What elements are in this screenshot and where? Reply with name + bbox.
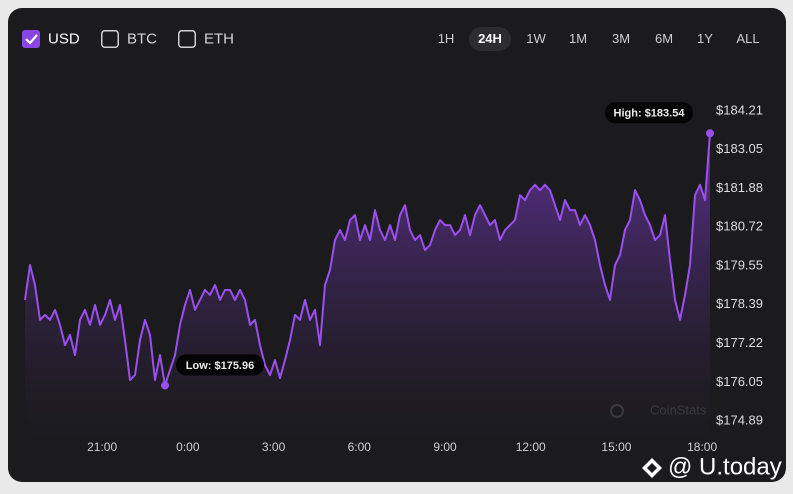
currency-label[interactable]: USD: [48, 30, 80, 47]
range-button[interactable]: 1Y: [697, 31, 713, 46]
currency-label[interactable]: ETH: [204, 30, 234, 47]
watermark-icon: [610, 404, 624, 418]
credit-icon: [642, 458, 662, 478]
check-mark: [25, 34, 38, 45]
watermark: CoinStats: [650, 402, 707, 417]
x-tick-label: 21:00: [87, 440, 117, 454]
credit-logo: [642, 458, 662, 478]
y-tick-label: $179.55: [716, 257, 763, 272]
x-tick-label: 6:00: [348, 440, 372, 454]
y-tick-label: $184.21: [716, 102, 763, 117]
y-tick-label: $177.22: [716, 335, 763, 350]
x-tick-label: 15:00: [601, 440, 631, 454]
x-tick-label: 9:00: [433, 440, 457, 454]
y-tick-label: $181.88: [716, 180, 763, 195]
x-tick-label: 18:00: [687, 440, 717, 454]
x-tick-label: 3:00: [262, 440, 286, 454]
range-button[interactable]: ALL: [736, 31, 759, 46]
controls: USD BTC ETH 1H 24H 1W 1M 3M 6M 1Y ALL: [22, 27, 760, 51]
checkbox-checked[interactable]: [22, 30, 40, 48]
checkbox[interactable]: [101, 30, 119, 48]
low-point: [161, 381, 169, 390]
checkbox[interactable]: [178, 30, 196, 48]
range-button[interactable]: 6M: [655, 31, 673, 46]
price-line: [24, 133, 711, 387]
currency-label[interactable]: BTC: [127, 30, 157, 47]
low-label: Low: $175.96: [186, 360, 254, 372]
plot: $184.21 $183.05 $181.88 $180.72 $179.55 $178.…: [24, 102, 763, 454]
y-tick-label: $174.89: [716, 412, 763, 427]
x-tick-label: 12:00: [516, 440, 546, 454]
range-button[interactable]: 1M: [569, 31, 587, 46]
y-tick-label: $176.05: [716, 374, 763, 389]
credit: @ U.today: [668, 453, 782, 480]
range-button[interactable]: 24H: [478, 31, 502, 46]
high-pill: [605, 102, 693, 124]
y-tick-label: $183.05: [716, 141, 763, 156]
y-tick-label: $180.72: [716, 219, 763, 234]
high-label: High: $183.54: [614, 108, 686, 120]
range-button[interactable]: 3M: [612, 31, 630, 46]
range-selected-bg: [469, 27, 511, 51]
range-button[interactable]: 1H: [438, 31, 455, 46]
x-tick-label: 0:00: [176, 440, 200, 454]
y-tick-label: $178.39: [716, 296, 763, 311]
low-pill: [176, 354, 264, 376]
high-point: [706, 129, 714, 138]
range-button[interactable]: 1W: [526, 31, 546, 46]
